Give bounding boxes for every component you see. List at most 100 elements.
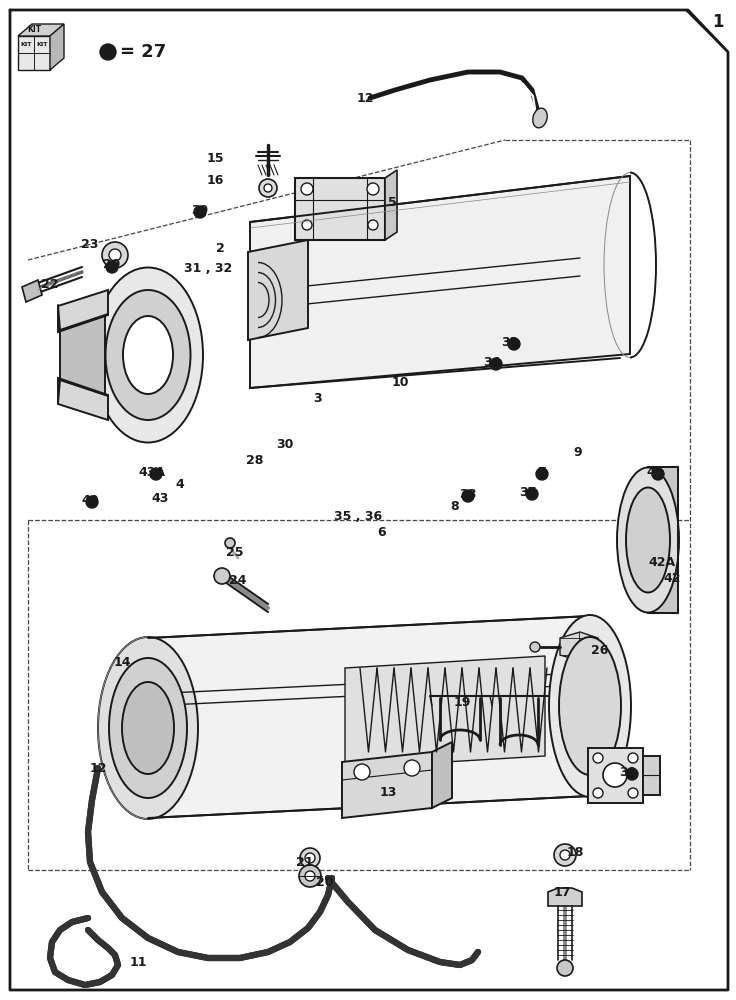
Circle shape — [628, 753, 638, 763]
Text: 29: 29 — [103, 258, 121, 271]
Text: 22: 22 — [41, 278, 59, 292]
Text: 1: 1 — [712, 13, 723, 31]
Circle shape — [404, 760, 420, 776]
Circle shape — [368, 220, 378, 230]
Ellipse shape — [93, 267, 203, 442]
Circle shape — [301, 183, 313, 195]
Circle shape — [626, 768, 638, 780]
Text: 16: 16 — [206, 174, 224, 186]
Text: 39: 39 — [620, 766, 637, 778]
Text: 23: 23 — [81, 238, 99, 251]
Text: 33: 33 — [501, 336, 519, 349]
Text: 38: 38 — [459, 488, 477, 500]
Circle shape — [305, 871, 315, 881]
Text: 9: 9 — [573, 446, 582, 458]
Text: = 27: = 27 — [120, 43, 166, 61]
Text: 30: 30 — [276, 438, 294, 452]
Polygon shape — [148, 616, 590, 818]
Circle shape — [109, 249, 121, 261]
Circle shape — [214, 568, 230, 584]
Circle shape — [86, 496, 98, 508]
Polygon shape — [432, 742, 452, 808]
Text: 4: 4 — [176, 478, 185, 490]
Circle shape — [536, 468, 548, 480]
Circle shape — [508, 338, 520, 350]
Circle shape — [225, 538, 235, 548]
Circle shape — [554, 844, 576, 866]
Ellipse shape — [617, 468, 679, 612]
Circle shape — [557, 960, 573, 976]
Polygon shape — [643, 756, 660, 795]
Polygon shape — [18, 24, 64, 36]
Text: KIT: KIT — [21, 42, 32, 47]
Text: 12: 12 — [356, 92, 374, 104]
Text: 15: 15 — [206, 151, 224, 164]
Polygon shape — [58, 290, 108, 332]
Circle shape — [305, 853, 315, 863]
Circle shape — [259, 179, 277, 197]
Text: 42: 42 — [663, 572, 681, 584]
Text: 42A: 42A — [648, 556, 676, 568]
Text: 26: 26 — [591, 644, 609, 656]
Polygon shape — [58, 378, 108, 420]
Text: 18: 18 — [566, 846, 584, 858]
Text: 3: 3 — [314, 391, 322, 404]
Text: 34: 34 — [484, 356, 500, 368]
Text: 8: 8 — [450, 499, 459, 512]
Polygon shape — [248, 240, 308, 340]
Circle shape — [603, 763, 627, 787]
Text: 14: 14 — [113, 656, 131, 668]
Polygon shape — [60, 312, 105, 398]
Circle shape — [628, 788, 638, 798]
Circle shape — [102, 242, 128, 268]
Text: 6: 6 — [378, 526, 386, 538]
Text: 17: 17 — [553, 886, 570, 898]
Polygon shape — [22, 280, 42, 302]
Circle shape — [106, 261, 118, 273]
Polygon shape — [250, 176, 630, 388]
Text: 35 , 36: 35 , 36 — [334, 510, 382, 522]
Text: 24: 24 — [229, 574, 247, 586]
Polygon shape — [548, 888, 582, 906]
Circle shape — [530, 642, 540, 652]
Text: 2: 2 — [216, 241, 224, 254]
Polygon shape — [560, 632, 598, 661]
Ellipse shape — [533, 108, 548, 128]
Ellipse shape — [549, 615, 631, 797]
Text: 43A: 43A — [138, 466, 166, 479]
Circle shape — [560, 850, 570, 860]
Text: 7: 7 — [537, 466, 546, 479]
Text: 37: 37 — [520, 486, 537, 498]
Polygon shape — [50, 24, 64, 70]
Polygon shape — [345, 656, 545, 768]
Circle shape — [300, 848, 320, 868]
Polygon shape — [295, 178, 385, 240]
Circle shape — [367, 183, 379, 195]
Text: 13: 13 — [379, 786, 397, 798]
Circle shape — [652, 468, 664, 480]
Ellipse shape — [98, 637, 198, 819]
Text: 19: 19 — [453, 696, 471, 708]
Text: 11: 11 — [130, 956, 146, 968]
Text: 39: 39 — [191, 204, 208, 217]
Circle shape — [526, 488, 538, 500]
Text: 40: 40 — [81, 493, 99, 506]
Text: 10: 10 — [392, 375, 408, 388]
Ellipse shape — [109, 658, 187, 798]
Text: 12: 12 — [89, 762, 107, 774]
Circle shape — [100, 44, 116, 60]
Ellipse shape — [123, 316, 173, 394]
Text: 21: 21 — [297, 856, 314, 868]
Circle shape — [593, 788, 603, 798]
Polygon shape — [588, 748, 643, 803]
Text: 43: 43 — [152, 491, 169, 504]
Text: 41: 41 — [646, 466, 664, 479]
Ellipse shape — [122, 682, 174, 774]
Ellipse shape — [559, 637, 621, 775]
Text: 20: 20 — [316, 876, 333, 888]
Ellipse shape — [626, 488, 670, 592]
Circle shape — [593, 753, 603, 763]
Circle shape — [299, 865, 321, 887]
Circle shape — [264, 184, 272, 192]
Circle shape — [354, 764, 370, 780]
